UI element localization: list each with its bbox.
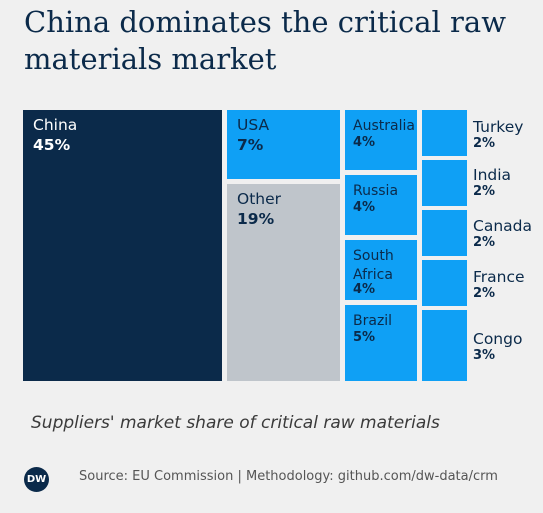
tile-russia: Russia 4% — [345, 175, 417, 235]
value-india: 2% — [473, 184, 496, 199]
value-congo: 3% — [473, 348, 496, 363]
label-usa: USA — [237, 116, 270, 134]
value-south-africa: 4% — [353, 282, 376, 297]
label-turkey: Turkey — [473, 118, 524, 136]
label-australia: Australia — [353, 118, 415, 134]
outside-label-turkey: Turkey 2% — [473, 118, 523, 152]
label-other: Other — [237, 190, 282, 208]
label-russia: Russia — [353, 183, 399, 199]
tile-australia: Australia 4% — [345, 110, 417, 170]
source-note: Source: EU Commission | Methodology: git… — [79, 469, 498, 484]
outside-label-france: France 2% — [473, 268, 525, 302]
tile-china: China 45% — [23, 110, 222, 381]
outside-label-canada: Canada 2% — [473, 217, 532, 251]
value-russia: 4% — [353, 200, 376, 215]
label-canada: Canada — [473, 217, 532, 235]
value-brazil: 5% — [353, 330, 376, 345]
value-france: 2% — [473, 286, 496, 301]
tile-other: Other 19% — [227, 184, 340, 381]
label-india: India — [473, 166, 512, 184]
label-france: France — [473, 268, 525, 286]
dw-logo: DW — [24, 467, 49, 492]
tile-congo — [422, 310, 467, 381]
label-china: China — [33, 116, 78, 134]
value-australia: 4% — [353, 135, 376, 150]
value-usa: 7% — [237, 136, 264, 154]
tile-canada — [422, 210, 467, 256]
value-canada: 2% — [473, 235, 496, 250]
label-congo: Congo — [473, 330, 523, 348]
tile-brazil: Brazil 5% — [345, 305, 417, 381]
outside-label-congo: Congo 3% — [473, 330, 522, 364]
chart-title: China dominates the critical raw materia… — [24, 5, 507, 76]
outside-label-india: India 2% — [473, 166, 511, 200]
tile-france — [422, 260, 467, 306]
chart-subtitle: Suppliers' market share of critical raw … — [31, 413, 440, 433]
tile-south-africa: South Africa 4% — [345, 240, 417, 300]
value-turkey: 2% — [473, 136, 496, 151]
value-china: 45% — [33, 136, 71, 154]
tile-turkey — [422, 110, 467, 156]
label-brazil: Brazil — [353, 313, 393, 329]
label-south-africa: South Africa — [353, 248, 394, 283]
value-other: 19% — [237, 210, 275, 228]
tile-india — [422, 160, 467, 206]
tile-usa: USA 7% — [227, 110, 340, 179]
